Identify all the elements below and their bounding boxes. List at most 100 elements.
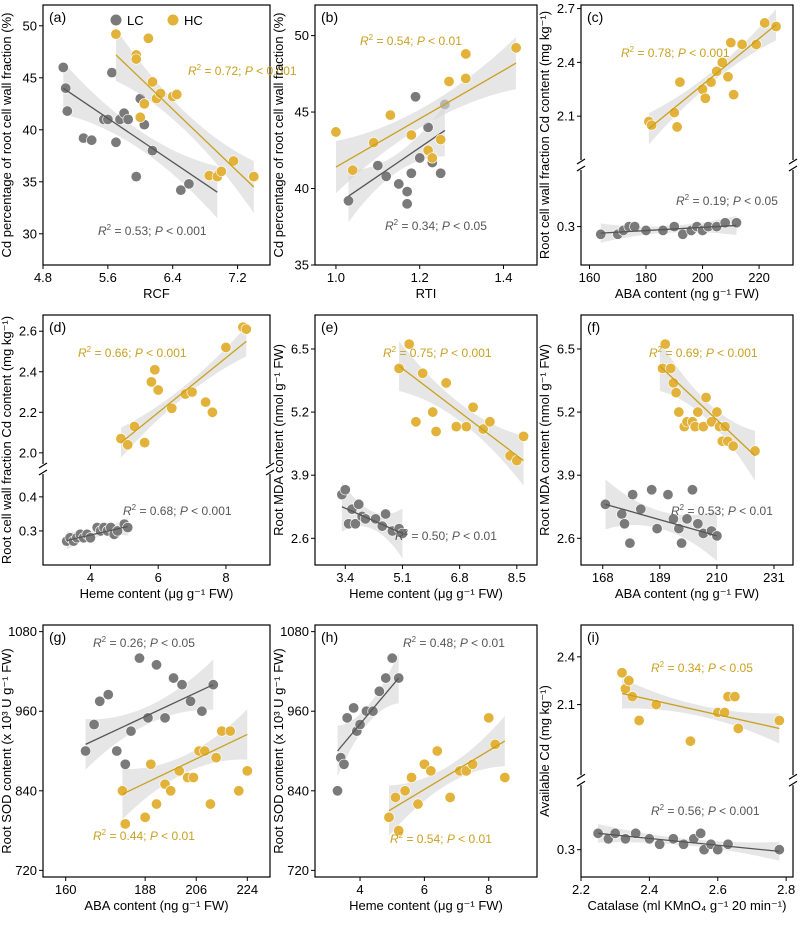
data-point xyxy=(110,136,122,148)
y-axis-label: Root MDA content (nmol g⁻¹ FW) xyxy=(537,344,552,536)
data-point xyxy=(646,484,658,496)
axis-break-mask xyxy=(787,160,799,170)
data-point xyxy=(665,362,677,374)
fit-line xyxy=(85,684,214,745)
data-point xyxy=(401,186,413,198)
panel-g: 160 188 206 224 720 840 960 1080 ABA content (ng… xyxy=(0,624,271,913)
x-tick-label: 220 xyxy=(748,270,770,285)
x-tick-label: 4 xyxy=(356,882,363,897)
plot-frame xyxy=(580,4,794,266)
data-point xyxy=(412,798,424,810)
data-point xyxy=(654,838,666,850)
legend: LC HC xyxy=(110,13,203,28)
data-point xyxy=(200,396,212,408)
data-point xyxy=(130,171,142,183)
axis-break-mask xyxy=(575,160,587,170)
data-point xyxy=(134,111,146,123)
data-point xyxy=(338,758,350,770)
data-point xyxy=(630,827,642,839)
plot-frame xyxy=(580,624,794,878)
data-point xyxy=(196,705,208,717)
data-point xyxy=(142,32,154,44)
y-tick-label: 2.7 xyxy=(557,1,575,16)
data-point xyxy=(773,844,785,856)
axis-break-mark xyxy=(576,780,586,787)
panel-h: 4 6 8 720 840 960 1080 Heme content (μg g⁻¹ FW)… xyxy=(271,624,538,913)
y-tick-label: 0.3 xyxy=(19,523,37,538)
fit-line xyxy=(659,365,756,457)
x-tick-label: 2.4 xyxy=(640,882,658,897)
x-axis-label: ABA content (ng g⁻¹ FW) xyxy=(615,286,759,301)
data-point xyxy=(435,134,447,146)
series-lc xyxy=(332,652,405,797)
data-point xyxy=(460,72,472,84)
stats-label-lc: R2 = 0.56; P < 0.001 xyxy=(651,803,760,818)
axis-break-mark xyxy=(788,158,798,165)
data-point xyxy=(511,455,523,467)
data-point xyxy=(484,416,496,428)
series-lc xyxy=(595,215,742,243)
data-point xyxy=(410,91,422,103)
data-point xyxy=(386,652,398,664)
series-hc xyxy=(657,338,761,481)
axis-break-mark xyxy=(788,780,798,787)
x-tick-label: 160 xyxy=(55,882,77,897)
data-point xyxy=(130,53,142,65)
x-tick-label: 7.2 xyxy=(229,270,247,285)
y-tick-label: 6.5 xyxy=(291,341,309,356)
fit-line xyxy=(66,525,128,542)
data-point xyxy=(722,71,734,83)
data-point xyxy=(692,518,704,530)
fit-line xyxy=(388,740,506,812)
x-tick-label: 206 xyxy=(185,882,207,897)
data-point xyxy=(406,772,418,784)
stats-label-lc: R2 = 0.53; P < 0.001 xyxy=(98,223,207,238)
plot-frame xyxy=(314,4,538,266)
data-point xyxy=(175,184,187,196)
data-point xyxy=(518,430,530,442)
stats-label-hc: R2 = 0.78; P < 0.001 xyxy=(621,45,730,60)
axis-break-mark xyxy=(576,773,586,780)
data-point xyxy=(343,195,355,207)
data-point xyxy=(186,386,198,398)
series-lc xyxy=(61,517,134,550)
data-point xyxy=(159,712,171,724)
data-point xyxy=(106,67,118,79)
data-point xyxy=(165,785,177,797)
data-point xyxy=(125,725,137,737)
data-point xyxy=(86,134,98,146)
x-tick-label: 6 xyxy=(421,882,428,897)
y-tick-label: 35 xyxy=(23,174,37,189)
series-lc xyxy=(592,824,785,861)
data-point xyxy=(699,92,711,104)
data-point xyxy=(405,167,417,179)
series-hc xyxy=(116,709,253,830)
panel-e: 3.4 5.1 6.8 8.5 2.6 3.9 5.2 6.5 Heme content (μg… xyxy=(271,314,538,601)
data-point xyxy=(146,76,158,88)
stats-label-hc: R2 = 0.66; P < 0.001 xyxy=(78,345,187,360)
data-point xyxy=(94,695,106,707)
y-axis-label: Root cell wall fraction Cd content (mg k… xyxy=(537,11,552,259)
y-tick-label: 2.0 xyxy=(19,445,37,460)
axis-break-mask xyxy=(37,464,49,474)
y-tick-label: 5.2 xyxy=(557,405,575,420)
axis-break-mark xyxy=(788,165,798,172)
y-tick-label: 2.4 xyxy=(557,55,575,70)
fit-line xyxy=(600,224,737,234)
panel-f: 168 189 210 231 2.6 3.9 5.2 6.5 ABA content (ng … xyxy=(537,314,794,601)
y-axis-label: Available Cd (mg kg⁻¹) xyxy=(537,685,552,817)
y-tick-label: 0.3 xyxy=(557,842,575,857)
y-tick-label: 45 xyxy=(295,105,309,120)
data-point xyxy=(427,406,439,418)
data-point xyxy=(401,198,413,210)
data-point xyxy=(210,752,222,764)
fit-line xyxy=(341,506,403,535)
plot-frame xyxy=(42,624,271,878)
panel-i: 2.2 2.4 2.6 2.8 2.1 2.4 0.3 Catalase (ml KMnO₄ … xyxy=(537,624,799,913)
data-point xyxy=(678,838,690,850)
panel-label: (d) xyxy=(49,319,66,335)
data-point xyxy=(215,165,227,177)
y-tick-label: 2.1 xyxy=(557,697,575,712)
data-point xyxy=(403,338,415,350)
data-point xyxy=(220,341,232,353)
